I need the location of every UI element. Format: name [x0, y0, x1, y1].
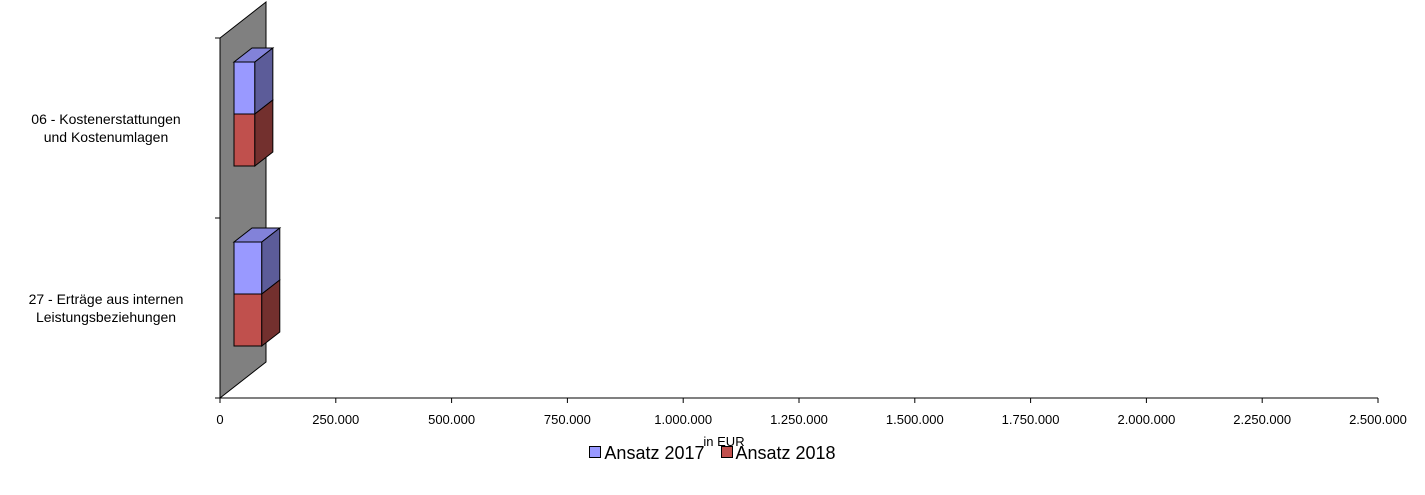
bar-ansatz-2018	[233, 98, 274, 168]
bar-front	[233, 61, 256, 115]
bar-front	[233, 113, 256, 167]
legend-item: Ansatz 2018	[720, 443, 836, 464]
x-axis-title: in EUR	[703, 434, 744, 449]
bar-side	[254, 98, 274, 168]
axes: 0 250.000 500.000 750.000 1.000.000 1.250.000…	[215, 37, 1407, 427]
x-tick-label: 2.500.000	[1349, 412, 1407, 427]
legend-swatch	[589, 446, 602, 458]
x-tick-label: 2.250.000	[1233, 412, 1291, 427]
x-tick-label: 250.000	[312, 412, 359, 427]
bars	[232, 46, 282, 348]
legend: Ansatz 2017 Ansatz 2018	[0, 443, 1425, 464]
bar-front	[233, 241, 263, 295]
bar-ansatz-2017	[232, 226, 282, 296]
legend-label: Ansatz 2018	[735, 443, 836, 463]
bar-ansatz-2018	[233, 278, 281, 348]
legend-label: Ansatz 2017	[604, 443, 705, 463]
x-tick-label: 500.000	[428, 412, 475, 427]
x-tick-label: 1.750.000	[1002, 412, 1060, 427]
y-category-label: 06 - Kostenerstattungen und Kostenumlagen	[31, 111, 181, 145]
x-tick-label: 750.000	[544, 412, 591, 427]
bar-ansatz-2017	[232, 46, 275, 116]
x-tick-label: 2.000.000	[1117, 412, 1175, 427]
bar-front	[233, 293, 263, 347]
x-tick-label: 1.500.000	[886, 412, 944, 427]
x-tick-label: 1.250.000	[770, 412, 828, 427]
legend-item: Ansatz 2017	[589, 443, 705, 464]
legend-swatch	[720, 446, 733, 458]
bar-side	[261, 278, 281, 348]
x-tick-label: 0	[216, 412, 223, 427]
x-tick-label: 1.000.000	[654, 412, 712, 427]
y-category-label: 27 - Erträge aus internen Leistungsbezieh…	[28, 291, 184, 325]
